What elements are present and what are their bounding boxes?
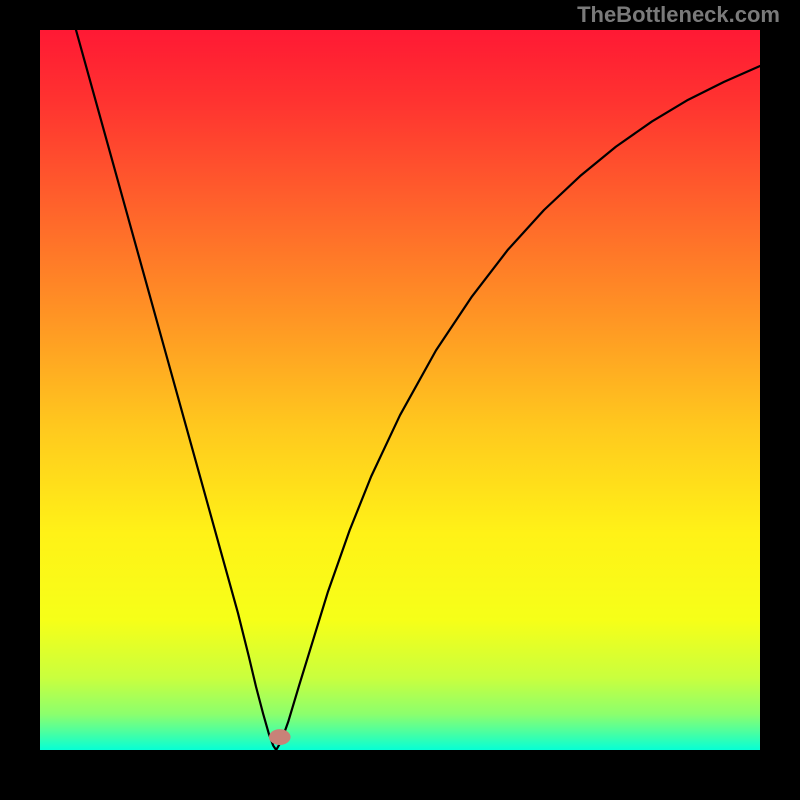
minimum-marker [269, 729, 291, 745]
plot-background [40, 30, 760, 750]
watermark-text: TheBottleneck.com [577, 2, 780, 28]
chart-container: TheBottleneck.com [0, 0, 800, 800]
bottleneck-chart [0, 0, 800, 800]
